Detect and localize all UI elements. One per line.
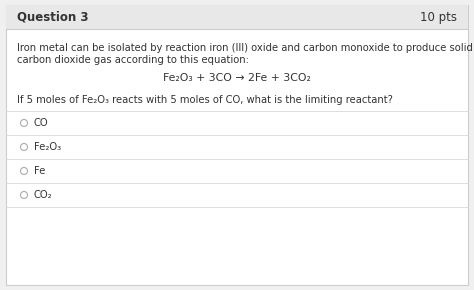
Text: CO: CO: [34, 118, 49, 128]
Text: carbon dioxide gas according to this equation:: carbon dioxide gas according to this equ…: [17, 55, 249, 65]
FancyBboxPatch shape: [6, 5, 468, 29]
Text: Fe₂O₃ + 3CO → 2Fe + 3CO₂: Fe₂O₃ + 3CO → 2Fe + 3CO₂: [163, 73, 311, 83]
Circle shape: [20, 144, 27, 151]
FancyBboxPatch shape: [6, 5, 468, 285]
Text: Question 3: Question 3: [17, 10, 89, 23]
Text: If 5 moles of Fe₂O₃ reacts with 5 moles of CO, what is the limiting reactant?: If 5 moles of Fe₂O₃ reacts with 5 moles …: [17, 95, 393, 105]
Circle shape: [20, 191, 27, 198]
Text: Iron metal can be isolated by reaction iron (III) oxide and carbon monoxide to p: Iron metal can be isolated by reaction i…: [17, 43, 474, 53]
Text: 10 pts: 10 pts: [420, 10, 457, 23]
Text: Fe₂O₃: Fe₂O₃: [34, 142, 61, 152]
Text: Fe: Fe: [34, 166, 46, 176]
Text: CO₂: CO₂: [34, 190, 53, 200]
Circle shape: [20, 119, 27, 126]
Circle shape: [20, 168, 27, 175]
